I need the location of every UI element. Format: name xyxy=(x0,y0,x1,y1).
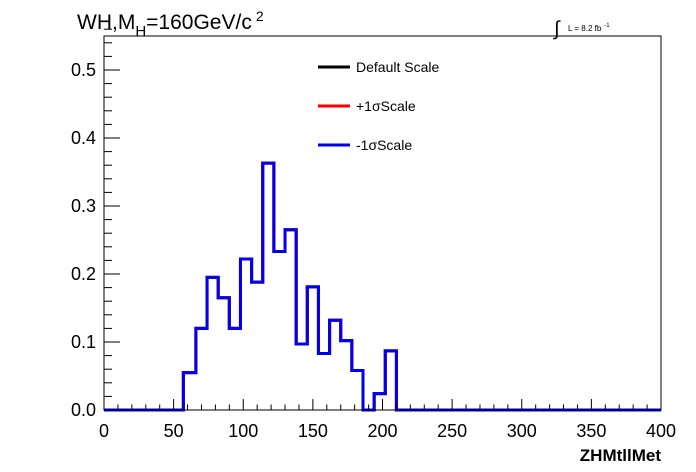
legend: Default Scale +1σScale -1σScale xyxy=(318,59,439,153)
y-tick-label: 0.2 xyxy=(71,264,96,284)
y-tick-label: 0.1 xyxy=(71,332,96,352)
x-tick-label: 150 xyxy=(298,421,328,441)
x-tick-label: 100 xyxy=(228,421,258,441)
chart-title: WH,MH=160GeV/c 2 xyxy=(77,8,264,40)
y-tick-label: 0.4 xyxy=(71,128,96,148)
legend-label-plus-1sigma: +1σScale xyxy=(356,98,416,114)
x-tick-label: 250 xyxy=(437,421,467,441)
title-rest: =160GeV/c xyxy=(146,11,252,34)
x-tick-label: 300 xyxy=(507,421,537,441)
y-tick-label: 0.5 xyxy=(71,60,96,80)
y-tick-label: 0.0 xyxy=(71,400,96,420)
x-tick-label: 50 xyxy=(164,421,184,441)
lumi-integral-symbol: ∫ xyxy=(553,18,561,40)
x-tick-label: 200 xyxy=(367,421,397,441)
x-tick-label: 0 xyxy=(99,421,109,441)
y-tick-label: 0.3 xyxy=(71,196,96,216)
title-subscript: H xyxy=(135,23,146,40)
title-superscript: 2 xyxy=(256,8,264,24)
legend-label-default-scale: Default Scale xyxy=(356,59,439,75)
x-axis: 0 50 100 150 200 250 300 350 400 xyxy=(99,399,676,441)
x-tick-label: 350 xyxy=(576,421,606,441)
y-axis: 0.0 0.1 0.2 0.3 0.4 0.5 xyxy=(71,28,120,420)
x-axis-title: ZHMtllMet xyxy=(580,446,662,465)
x-tick-label: 400 xyxy=(646,421,676,441)
lumi-superscript: -1 xyxy=(604,23,610,29)
lumi-text: L = 8.2 fb xyxy=(568,24,602,33)
lumi-label: L = 8.2 fb -1 xyxy=(568,23,610,33)
legend-label-minus-1sigma: -1σScale xyxy=(356,137,412,153)
title-main: WH,M xyxy=(77,11,135,34)
